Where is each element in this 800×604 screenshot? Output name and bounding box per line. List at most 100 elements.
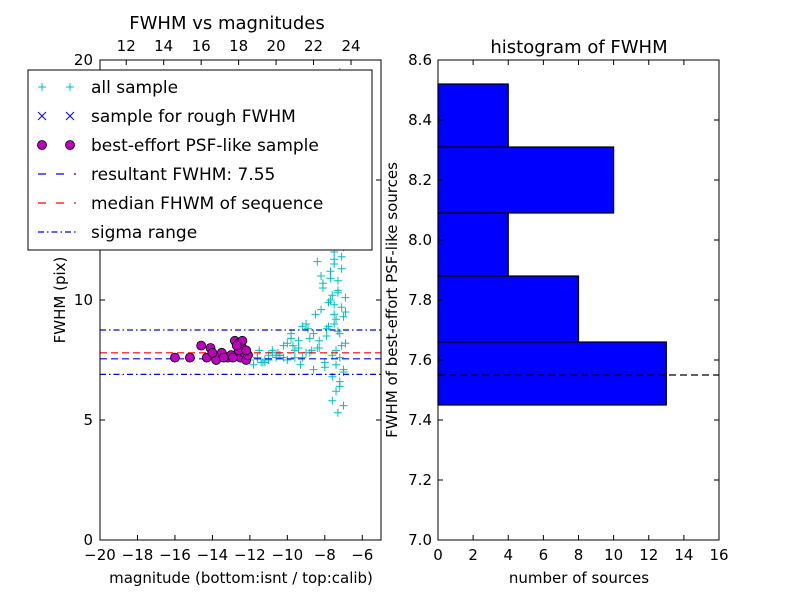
all-sample-point bbox=[264, 356, 273, 364]
left-top-x-tick-label: 24 bbox=[341, 37, 360, 55]
left-top-x-tick-label: 22 bbox=[304, 37, 323, 55]
best-effort-sample-point bbox=[185, 352, 195, 363]
histogram-bar bbox=[437, 83, 509, 148]
all-sample-point bbox=[337, 264, 346, 273]
left-top-x-tick-label: 16 bbox=[192, 37, 211, 55]
all-sample-point bbox=[333, 408, 342, 417]
all-sample-point bbox=[333, 288, 342, 297]
left-y-tick-label: 20 bbox=[74, 51, 93, 69]
legend-box bbox=[27, 69, 373, 251]
all-sample-point bbox=[287, 329, 296, 338]
right-x-tick-label: 12 bbox=[639, 546, 658, 564]
all-sample-point bbox=[328, 396, 337, 405]
histogram-bar bbox=[437, 212, 509, 277]
all-sample-point bbox=[305, 334, 314, 343]
right-x-tick-label: 8 bbox=[574, 546, 584, 564]
left-top-x-tick-label: 12 bbox=[117, 37, 136, 55]
left-top-x-tick-label: 14 bbox=[154, 37, 173, 55]
all-sample-point bbox=[320, 363, 329, 372]
all-sample-point bbox=[309, 329, 318, 338]
legend-circle-marker bbox=[37, 140, 47, 150]
all-sample-point bbox=[279, 353, 288, 362]
left-x-axis-label: magnitude (bottom:isnt / top:calib) bbox=[109, 569, 373, 587]
legend-label: resultant FWHM: 7.55 bbox=[91, 165, 275, 185]
all-sample-point bbox=[309, 365, 318, 374]
best-effort-sample-point bbox=[196, 340, 207, 351]
all-sample-point bbox=[330, 320, 339, 328]
all-sample-point bbox=[318, 279, 327, 288]
right-y-tick-label: 7.2 bbox=[408, 471, 432, 489]
left-x-tick-label: −16 bbox=[159, 546, 191, 564]
legend-entry: all sample bbox=[38, 78, 178, 98]
legend: all sample sample for rough FWHM best-effo… bbox=[27, 69, 373, 251]
all-sample-point bbox=[339, 312, 348, 321]
left-x-tick-label: −20 bbox=[84, 546, 116, 564]
left-x-tick-label: −12 bbox=[234, 546, 266, 564]
all-sample-point bbox=[268, 346, 277, 355]
all-sample-point bbox=[328, 291, 337, 300]
all-sample-point bbox=[317, 272, 326, 280]
best-effort-sample-point bbox=[228, 352, 238, 363]
all-sample-point bbox=[335, 353, 344, 362]
left-y-tick-label: 10 bbox=[74, 291, 93, 309]
histogram-bar bbox=[437, 341, 667, 406]
all-sample-point bbox=[324, 298, 333, 307]
all-sample-point bbox=[257, 358, 266, 367]
all-sample-point bbox=[335, 382, 344, 391]
all-sample-point bbox=[330, 300, 339, 309]
legend-label: median FHWM of sequence bbox=[91, 194, 323, 214]
right-y-tick-label: 7.8 bbox=[408, 291, 432, 309]
all-sample-point bbox=[303, 324, 312, 333]
best-effort-sample-point bbox=[218, 352, 229, 363]
all-sample-point bbox=[332, 315, 341, 324]
best-effort-sample-point bbox=[170, 352, 180, 363]
all-sample-point bbox=[341, 293, 350, 302]
left-panel: −20 −18 −16 −14 −12 −10 −8 −6 12 14 16 18 20 22 24 0 5 10… bbox=[27, 13, 382, 587]
all-sample-point bbox=[313, 257, 322, 266]
legend-plus-marker bbox=[38, 83, 46, 91]
right-y-tick-label: 7.0 bbox=[408, 531, 432, 549]
all-sample-point bbox=[315, 344, 324, 352]
all-sample-point bbox=[337, 303, 346, 312]
legend-entry: best-effort PSF-like sample bbox=[37, 136, 319, 156]
left-x-tick-label: −6 bbox=[351, 546, 373, 564]
legend-circle-marker bbox=[65, 140, 75, 150]
right-x-tick-label: 4 bbox=[503, 546, 513, 564]
left-y-tick-label: 0 bbox=[83, 531, 93, 549]
right-y-tick-label: 7.6 bbox=[408, 351, 432, 369]
all-sample-point bbox=[298, 322, 307, 331]
all-sample-point bbox=[322, 332, 331, 340]
best-effort-sample-point bbox=[207, 347, 218, 358]
left-x-tick-label: −18 bbox=[122, 546, 154, 564]
best-effort-sample-point bbox=[231, 340, 242, 351]
right-x-tick-label: 16 bbox=[709, 546, 728, 564]
all-sample-point bbox=[332, 387, 341, 396]
all-sample-point bbox=[249, 360, 258, 369]
right-panel: 0 2 4 6 8 10 12 14 16 7.0 7.2 7.4 7.6 7.8 8.0 8.2 8.4 8.6… bbox=[383, 37, 729, 587]
legend-entry: resultant FWHM: 7.55 bbox=[38, 165, 275, 185]
right-y-tick-label: 8.4 bbox=[408, 111, 432, 129]
legend-entry: sample for rough FWHM bbox=[37, 107, 296, 127]
right-x-axis-label: number of sources bbox=[509, 569, 649, 587]
all-sample-point bbox=[288, 341, 297, 350]
all-sample-point bbox=[332, 360, 341, 369]
right-x-tick-label: 14 bbox=[674, 546, 693, 564]
all-sample-point bbox=[322, 324, 331, 333]
left-x-tick-label: −10 bbox=[272, 546, 304, 564]
all-sample-point bbox=[311, 310, 320, 319]
right-y-tick-label: 8.0 bbox=[408, 231, 432, 249]
left-top-x-tick-label: 18 bbox=[229, 37, 248, 55]
left-x-tick-label: −14 bbox=[197, 546, 229, 564]
all-sample-point bbox=[330, 255, 339, 264]
right-chart-title: histogram of FWHM bbox=[490, 37, 667, 58]
left-chart-title: FWHM vs magnitudes bbox=[129, 13, 324, 34]
legend-plus-marker bbox=[66, 83, 74, 91]
all-sample-point bbox=[283, 339, 292, 348]
right-plot-data bbox=[437, 83, 719, 406]
legend-label: sigma range bbox=[91, 223, 197, 243]
best-effort-sample-point bbox=[241, 345, 252, 356]
histogram-bar bbox=[437, 146, 615, 214]
all-sample-point bbox=[315, 336, 324, 345]
